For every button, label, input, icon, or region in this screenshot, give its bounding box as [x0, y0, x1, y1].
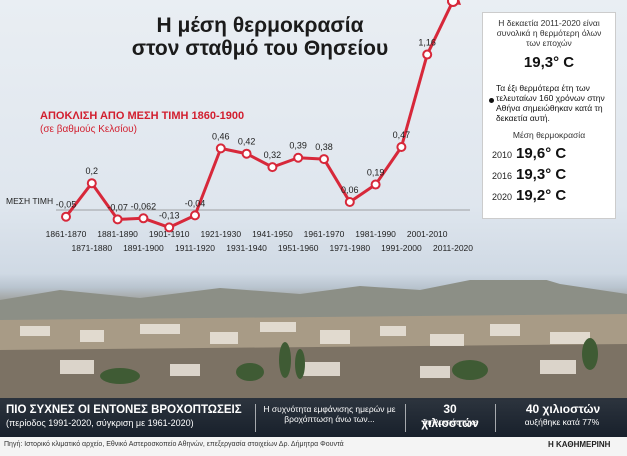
- x-tick-label: 1981-1990: [355, 229, 396, 239]
- data-point: [112, 214, 123, 225]
- value-label: 0,32: [264, 150, 282, 160]
- value-label: 0,38: [315, 142, 333, 152]
- x-tick-label: 1891-1900: [123, 243, 164, 253]
- data-point: [61, 211, 71, 222]
- data-point: [344, 196, 355, 207]
- data-point: [319, 154, 329, 165]
- series-line: [64, 0, 461, 229]
- value-label: -0,07: [107, 202, 128, 212]
- source-text: Πηγή: Ιστορικό κλιματικό αρχείο, Εθνικό …: [4, 441, 344, 448]
- mm40-value: 40 χιλιοστών: [525, 402, 601, 416]
- x-tick-label: 1931-1940: [226, 243, 267, 253]
- chart-subtitle: ΑΠΟΚΛΙΣΗ ΑΠΟ ΜΕΣΗ ΤΙΜΗ 1860-1900: [40, 110, 245, 122]
- x-tick-label: 1861-1870: [46, 229, 87, 239]
- baseline-label: ΜΕΣΗ ΤΙΜΗ: [6, 196, 53, 206]
- chart-title: Η μέση θερμοκρασία στον σταθμό του Θησεί…: [120, 14, 400, 60]
- rain-frequency-text: Η συχνότητα εμφάνισης ημερών με βροχόπτω…: [263, 404, 396, 424]
- box-mean-title: Μέση θερμοκρασία: [512, 130, 586, 140]
- data-point: [215, 143, 226, 154]
- city-photo: [0, 280, 627, 400]
- x-tick-label: 1951-1960: [278, 243, 319, 253]
- year-temp-row: 2016 19,3° C: [492, 166, 612, 186]
- year-temp-row: 2020 19,2° C: [492, 187, 612, 207]
- row-temp: 19,2° C: [516, 187, 567, 204]
- value-label: 0,19: [367, 168, 385, 178]
- x-tick-label: 1881-1890: [97, 229, 138, 239]
- data-point: [447, 0, 459, 7]
- value-label: 0,2: [86, 166, 99, 176]
- value-label: 0,39: [289, 141, 307, 151]
- x-tick-labels: 1861-1870 1871-1880 1881-1890 1891-1900 1901…: [46, 229, 474, 253]
- row-temp: 19,3° C: [516, 166, 567, 183]
- x-tick-label: 2011-2020: [433, 243, 473, 253]
- mm30-note: διπλασιάστηκε: [422, 417, 478, 427]
- year-temp-row: 2010 19,6° C: [492, 145, 612, 165]
- x-tick-label: 1961-1970: [304, 229, 345, 239]
- x-tick-label: 1941-1950: [252, 229, 293, 239]
- x-tick-label: 1901-1910: [149, 229, 190, 239]
- data-point: [267, 162, 278, 173]
- rain-period: (περίοδος 1991-2020, σύγκριση με 1961-20…: [6, 418, 194, 428]
- title-line-2: στον σταθμό του Θησείου: [131, 37, 389, 60]
- value-label: -0,05: [56, 200, 77, 210]
- bullet-icon: [489, 98, 494, 103]
- data-point: [190, 210, 200, 221]
- data-point: [370, 179, 381, 190]
- divider: [405, 404, 406, 432]
- source-bar: [0, 437, 627, 456]
- row-year: 2020: [492, 192, 513, 202]
- temperature-line: [64, 0, 455, 229]
- data-point: [138, 213, 149, 224]
- box-intro: Η δεκαετία 2011-2020 είναι συνολικά η θε…: [496, 18, 602, 48]
- value-label: 0,42: [238, 137, 256, 147]
- data-point: [86, 178, 97, 189]
- mm30-value: 30 χιλιοστών: [421, 402, 479, 430]
- x-tick-label: 1871-1880: [71, 243, 112, 253]
- value-labels: -0,05 0,2 -0,07 -0,062-0,13 -0,04 0,46 0,42 0,3…: [56, 38, 436, 221]
- value-label: -0,062: [131, 201, 157, 211]
- divider: [495, 404, 496, 432]
- data-point: [293, 152, 304, 163]
- box-decade-temp: 19,3° C: [523, 54, 575, 71]
- x-tick-label: 1921-1930: [200, 229, 241, 239]
- rain-title: ΠΙΟ ΣΥΧΝΕΣ ΟΙ ΕΝΤΟΝΕΣ ΒΡΟΧΟΠΤΩΣΕΙΣ: [6, 404, 242, 416]
- unit-note: (σε βαθμούς Κελσίου): [40, 124, 137, 135]
- brand-logo-text: Η ΚΑΘΗΜΕΡΙΝΗ: [548, 440, 611, 449]
- box-note: Τα έξι θερμότερα έτη των τελευταίων 160 …: [496, 83, 605, 123]
- x-tick-label: 2001-2010: [407, 229, 448, 239]
- value-label: -0,13: [159, 210, 180, 220]
- data-point: [396, 142, 407, 153]
- value-label: 0,46: [212, 131, 230, 141]
- info-box: [482, 12, 616, 219]
- title-line-1: Η μέση θερμοκρασία: [156, 14, 364, 37]
- row-temp: 19,6° C: [516, 145, 567, 162]
- x-tick-label: 1991-2000: [381, 243, 422, 253]
- data-point: [164, 222, 175, 233]
- data-point: [422, 49, 433, 60]
- x-tick-label: 1971-1980: [329, 243, 370, 253]
- line-chart: ΜΕΣΗ ΤΙΜΗ -0,05 0,2 -0,07 -0,062-0,13 -0,04 0…: [6, 0, 474, 253]
- value-label: 0,47: [393, 130, 411, 140]
- data-points: [61, 0, 459, 233]
- value-label: -0,04: [185, 198, 206, 208]
- x-tick-label: 1911-1920: [175, 243, 215, 253]
- value-label: 1,16: [418, 38, 436, 48]
- divider: [255, 404, 256, 432]
- mm40-note: αυξήθηκε κατά 77%: [524, 417, 600, 427]
- value-label: 0,06: [341, 185, 359, 195]
- row-year: 2010: [492, 150, 513, 160]
- row-year: 2016: [492, 171, 513, 181]
- data-point: [241, 148, 252, 159]
